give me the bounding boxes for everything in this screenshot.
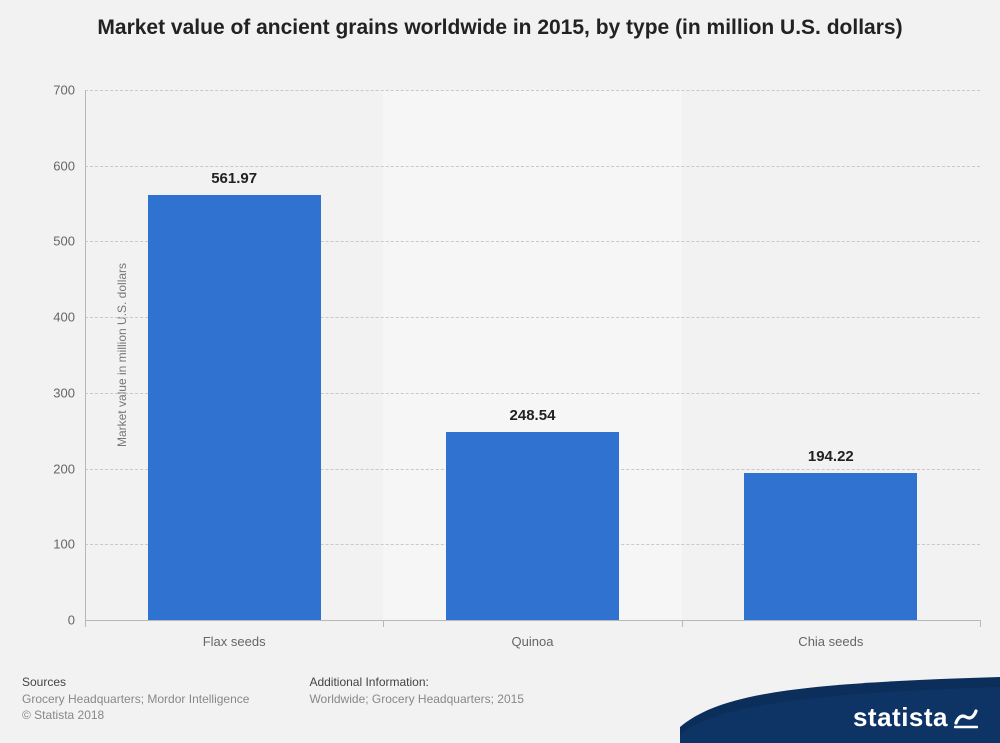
y-tick-label: 0 (68, 613, 75, 628)
bar: 248.54 (446, 432, 619, 620)
bar: 194.22 (744, 473, 917, 620)
chart-title: Market value of ancient grains worldwide… (0, 0, 1000, 42)
y-tick-label: 500 (53, 234, 75, 249)
y-tick-label: 400 (53, 310, 75, 325)
y-tick-label: 300 (53, 385, 75, 400)
x-axis-line (85, 620, 980, 621)
x-tick-label: Chia seeds (798, 634, 863, 649)
brand-wave: statista (680, 675, 1000, 743)
x-tick-mark (980, 620, 981, 627)
x-tick-mark (682, 620, 683, 627)
plot-region: 0100200300400500600700561.97Flax seeds24… (85, 90, 980, 620)
bar: 561.97 (148, 195, 321, 620)
gridline (85, 166, 980, 167)
y-axis-line (85, 90, 86, 620)
y-tick-label: 200 (53, 461, 75, 476)
info-heading: Additional Information: (309, 675, 524, 689)
x-tick-label: Flax seeds (203, 634, 266, 649)
y-tick-label: 600 (53, 158, 75, 173)
y-tick-label: 100 (53, 537, 75, 552)
x-tick-mark (383, 620, 384, 627)
x-tick-label: Quinoa (512, 634, 554, 649)
additional-info-block: Additional Information: Worldwide; Groce… (309, 675, 524, 723)
brand-logo: statista (853, 702, 978, 733)
brand-mark-icon (954, 707, 978, 729)
sources-heading: Sources (22, 675, 249, 689)
plot-area: 0100200300400500600700561.97Flax seeds24… (85, 90, 980, 620)
y-tick-label: 700 (53, 83, 75, 98)
bar-value-label: 248.54 (446, 407, 619, 424)
bar-value-label: 561.97 (148, 170, 321, 187)
bar-value-label: 194.22 (744, 448, 917, 465)
x-tick-mark (85, 620, 86, 627)
brand-name: statista (853, 702, 948, 733)
info-line1: Worldwide; Grocery Headquarters; 2015 (309, 691, 524, 707)
sources-line1: Grocery Headquarters; Mordor Intelligenc… (22, 691, 249, 707)
sources-block: Sources Grocery Headquarters; Mordor Int… (22, 675, 249, 723)
chart-container: Market value of ancient grains worldwide… (0, 0, 1000, 743)
gridline (85, 90, 980, 91)
sources-line2: © Statista 2018 (22, 707, 249, 723)
footer: Sources Grocery Headquarters; Mordor Int… (22, 675, 680, 723)
